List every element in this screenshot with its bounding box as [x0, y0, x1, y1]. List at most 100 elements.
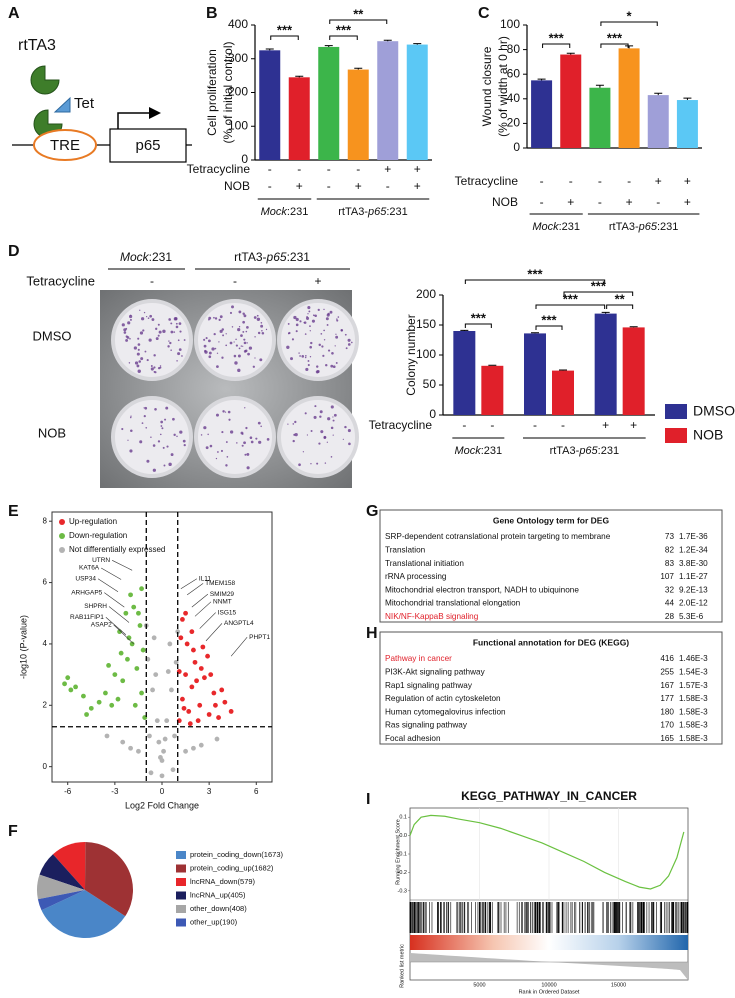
colony-dot [152, 468, 156, 472]
point [117, 629, 122, 635]
point [191, 647, 196, 653]
point [68, 687, 74, 693]
colony-dot [168, 318, 171, 321]
colony-dot [224, 411, 227, 413]
colony-dot [121, 323, 125, 327]
gene-label: PHPT1 [249, 634, 270, 641]
table-count: 107 [660, 572, 674, 581]
panel-letter: G [366, 503, 378, 520]
point [128, 592, 133, 598]
point [180, 696, 185, 702]
colony-dot [143, 415, 146, 418]
colony-dot [238, 310, 242, 314]
colony-dot [176, 360, 178, 362]
table-term: Translation [385, 545, 426, 554]
point [170, 767, 176, 773]
colony-dot [342, 438, 344, 440]
bar [347, 69, 369, 160]
colony-dot [127, 439, 129, 441]
point [216, 715, 221, 720]
error-bar [566, 52, 575, 55]
bar [406, 44, 428, 161]
panel-letter: E [8, 503, 19, 520]
legend-swatch [665, 404, 687, 419]
colony-dot [203, 338, 206, 341]
pie-slice [37, 890, 85, 911]
colony-dot [222, 334, 225, 337]
colony-dot [309, 325, 311, 328]
colony-dot [310, 463, 312, 465]
colony-dot [200, 434, 203, 436]
panel-letter: C [478, 5, 490, 22]
y-tick-label: 0 [513, 140, 520, 154]
colony-dot [316, 462, 319, 465]
y-tick-label: 0 [241, 152, 248, 166]
table-p: 1.58E-3 [679, 734, 708, 743]
protein-label: rtTA3 [18, 37, 56, 54]
label-part: rtTA3- [234, 250, 266, 264]
significance-label: *** [527, 266, 543, 281]
significance-label: ** [615, 291, 626, 306]
colony-dot [159, 365, 162, 367]
gene-label: ANGPTL4 [224, 620, 254, 627]
colony-dot [301, 355, 305, 358]
colony-dot [265, 328, 268, 331]
colony-dot [146, 459, 150, 463]
colony-dot [253, 316, 257, 319]
colony-dot [295, 323, 299, 327]
point [192, 659, 198, 665]
gene-label: SHPRH [84, 603, 107, 610]
point [73, 684, 78, 690]
colony-dot [287, 332, 290, 335]
point [104, 733, 110, 739]
colony-dot [133, 346, 138, 350]
point [132, 702, 138, 708]
point [106, 663, 111, 668]
bar [594, 313, 617, 415]
colony-dot [211, 347, 215, 351]
colony-dot [246, 466, 250, 470]
chart-title: KEGG_PATHWAY_IN_CANCER [461, 789, 637, 803]
point [181, 705, 187, 711]
colony-dot [130, 415, 132, 417]
colony-dot [252, 365, 255, 368]
legend-label: lncRNA_down(579) [190, 877, 256, 886]
point [208, 672, 214, 678]
point [62, 681, 67, 687]
y-tick-label: 6 [43, 578, 48, 587]
x-tick-label: 3 [207, 787, 212, 796]
colony-dot [256, 314, 259, 317]
colony-dot [256, 317, 261, 321]
wells [111, 299, 359, 478]
y-tick-label: 300 [228, 51, 248, 65]
gene-box [109, 128, 187, 163]
y-tick-label: -0.3 [398, 888, 407, 894]
table-term: Translational initiation [385, 559, 464, 568]
sign: - [356, 162, 360, 176]
annotation-leader [105, 617, 127, 635]
colony-dot [245, 426, 248, 430]
label-part: p65 [266, 250, 287, 264]
significance-label: * [627, 8, 633, 23]
colony-dot [290, 357, 293, 361]
colony-dot [305, 355, 307, 357]
colony-dot [175, 322, 178, 325]
sign: + [384, 162, 391, 176]
y-tick-label: 100 [500, 17, 520, 31]
colony-dot [235, 338, 237, 341]
point [115, 696, 121, 702]
sign: + [602, 418, 609, 432]
colony-dot [306, 434, 309, 436]
colony-dot [136, 352, 140, 356]
point [159, 773, 165, 779]
colony-dot [235, 344, 238, 347]
colony-dot [157, 323, 160, 326]
table-term: Mitochondrial translational elongation [385, 599, 521, 608]
significance-bracket [535, 325, 563, 330]
table-term: Rap1 signaling pathway [385, 681, 473, 690]
colony-dot [139, 440, 143, 444]
bar [259, 50, 281, 160]
colony-dot [149, 314, 153, 318]
colony-dot [145, 427, 148, 429]
